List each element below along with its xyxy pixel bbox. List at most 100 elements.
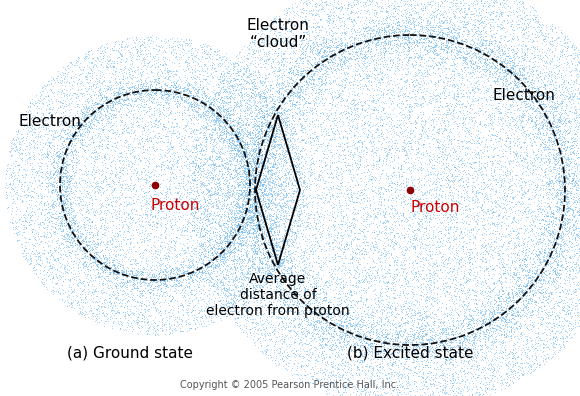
Point	[117, 68, 126, 74]
Text: Proton: Proton	[410, 200, 460, 215]
Point	[388, 379, 397, 385]
Point	[129, 280, 138, 286]
Point	[293, 135, 303, 141]
Point	[534, 232, 543, 238]
Point	[229, 118, 238, 125]
Point	[67, 200, 76, 206]
Point	[202, 141, 211, 147]
Point	[251, 291, 260, 297]
Point	[240, 308, 249, 314]
Point	[341, 242, 350, 249]
Point	[314, 100, 323, 106]
Point	[165, 324, 175, 331]
Point	[450, 174, 459, 180]
Point	[64, 234, 74, 240]
Point	[96, 317, 105, 323]
Point	[219, 282, 229, 288]
Point	[513, 312, 523, 319]
Point	[220, 135, 230, 142]
Point	[449, 107, 458, 113]
Point	[339, 360, 348, 366]
Point	[520, 55, 529, 62]
Point	[338, 337, 347, 344]
Point	[470, 85, 479, 91]
Point	[521, 310, 531, 316]
Point	[62, 169, 71, 175]
Point	[365, 264, 374, 270]
Point	[225, 238, 234, 244]
Point	[378, 395, 387, 396]
Point	[238, 121, 248, 128]
Point	[67, 203, 76, 209]
Point	[217, 70, 226, 77]
Point	[303, 319, 313, 326]
Point	[506, 47, 515, 53]
Point	[485, 116, 495, 123]
Point	[347, 299, 356, 305]
Point	[125, 91, 135, 97]
Point	[173, 264, 182, 270]
Point	[382, 375, 391, 381]
Point	[400, 45, 409, 51]
Point	[476, 302, 485, 308]
Point	[373, 362, 382, 368]
Point	[228, 130, 237, 137]
Point	[418, 315, 427, 321]
Point	[378, 91, 387, 98]
Point	[482, 37, 491, 43]
Point	[157, 243, 166, 249]
Point	[422, 47, 432, 53]
Point	[367, 340, 376, 346]
Point	[318, 335, 328, 341]
Point	[146, 86, 155, 93]
Point	[349, 333, 358, 339]
Point	[62, 144, 71, 150]
Point	[126, 308, 135, 314]
Point	[517, 130, 526, 136]
Point	[270, 179, 280, 185]
Point	[63, 230, 72, 237]
Point	[312, 29, 321, 35]
Point	[450, 22, 459, 29]
Point	[465, 124, 474, 130]
Point	[473, 318, 482, 324]
Point	[397, 92, 407, 98]
Point	[520, 241, 529, 248]
Point	[288, 293, 298, 299]
Point	[508, 259, 517, 265]
Point	[248, 235, 257, 242]
Point	[222, 197, 231, 204]
Point	[82, 179, 91, 186]
Point	[115, 78, 125, 84]
Point	[298, 303, 307, 309]
Point	[219, 173, 228, 180]
Point	[260, 97, 270, 103]
Point	[64, 244, 74, 250]
Point	[322, 323, 331, 329]
Point	[175, 74, 184, 80]
Point	[444, 214, 453, 221]
Point	[218, 114, 227, 120]
Point	[534, 98, 543, 104]
Point	[218, 280, 227, 286]
Point	[126, 239, 135, 245]
Point	[539, 225, 549, 232]
Point	[223, 115, 232, 122]
Point	[60, 151, 69, 158]
Point	[165, 208, 174, 214]
Point	[111, 225, 121, 231]
Point	[296, 0, 305, 3]
Point	[265, 271, 274, 277]
Point	[321, 128, 330, 134]
Point	[553, 270, 562, 276]
Point	[267, 78, 277, 84]
Point	[368, 58, 378, 65]
Point	[314, 61, 323, 67]
Point	[539, 49, 548, 55]
Point	[272, 182, 281, 188]
Point	[382, 312, 391, 318]
Point	[388, 23, 397, 30]
Point	[204, 280, 213, 287]
Point	[66, 242, 75, 248]
Point	[367, 350, 376, 356]
